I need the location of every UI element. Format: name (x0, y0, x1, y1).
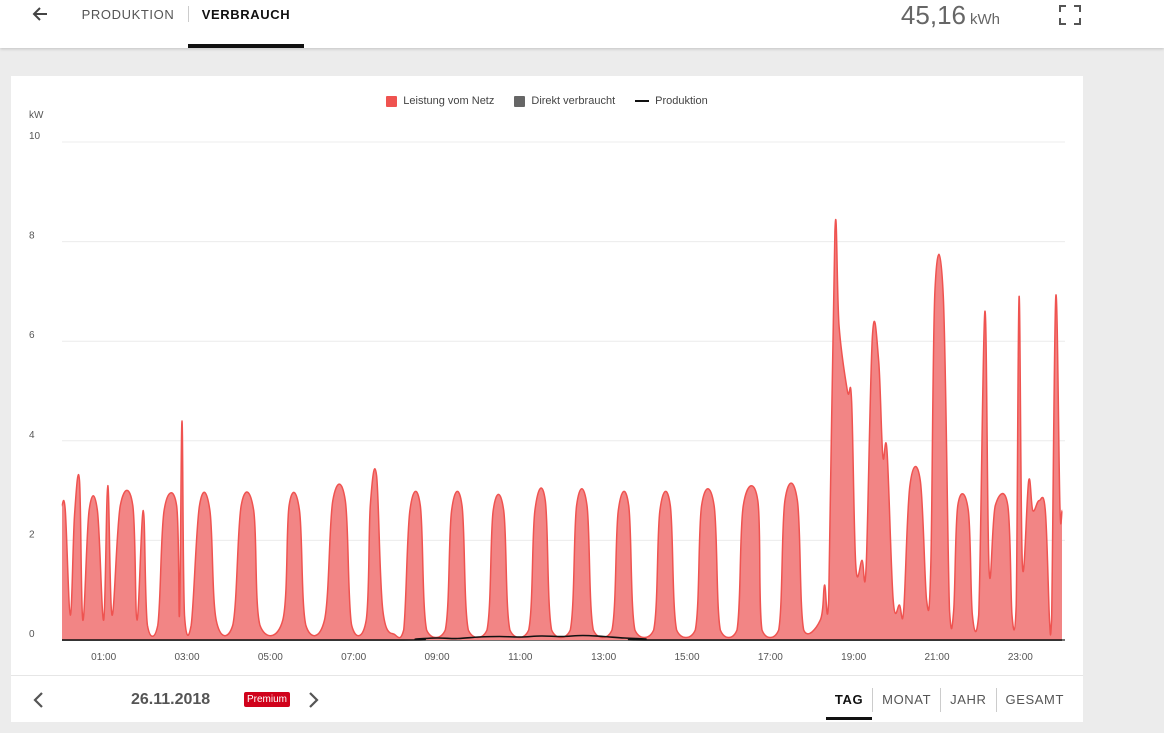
x-tick-label: 19:00 (841, 652, 866, 663)
range-tab-tag[interactable]: TAG (825, 688, 873, 720)
range-tab-monat[interactable]: MONAT (872, 688, 940, 712)
x-axis-ticks: 01:00 03:00 05:00 07:00 09:00 11:00 13:00 15:00… (91, 652, 1033, 663)
y-tick-label: 4 (29, 430, 35, 441)
total-energy: 45,16 kWh (901, 0, 1000, 30)
legend-label: Leistung vom Netz (403, 95, 495, 107)
legend-swatch-produktion (635, 100, 650, 102)
x-tick-label: 13:00 (591, 652, 616, 663)
chart-legend: Leistung vom Netz Direkt verbraucht Prod… (11, 93, 1083, 109)
tab-verbrauch[interactable]: VERBRAUCH (201, 7, 291, 22)
x-tick-label: 05:00 (258, 652, 283, 663)
back-arrow-icon[interactable] (27, 2, 53, 24)
x-tick-label: 15:00 (674, 652, 699, 663)
y-tick-label: 10 (29, 131, 41, 142)
x-tick-label: 11:00 (508, 652, 533, 663)
legend-swatch-direkt-verbraucht (514, 95, 526, 107)
x-tick-label: 01:00 (91, 652, 116, 663)
active-tab-indicator (188, 44, 304, 48)
range-tab-gesamt[interactable]: GESAMT (995, 688, 1074, 712)
x-tick-label: 07:00 (341, 652, 366, 663)
premium-badge: Premium (244, 692, 291, 707)
range-tabs: TAG MONAT JAHR GESAMT (825, 688, 1074, 720)
y-tick-label: 2 (29, 529, 35, 540)
y-tick-label: 8 (29, 231, 35, 242)
footer-divider (11, 675, 1083, 676)
consumption-chart: 0 2 4 6 8 10 kW 01:00 03:00 05:00 07:00 09:00 11:0… (29, 110, 1065, 663)
fullscreen-icon[interactable] (1058, 4, 1082, 26)
legend-item-leistung-vom-netz[interactable]: Leistung vom Netz (386, 93, 494, 109)
chevron-right-icon[interactable] (302, 688, 324, 712)
legend-item-produktion[interactable]: Produktion (635, 93, 708, 109)
total-energy-value: 45,16 (900, 0, 966, 30)
series-line-produktion (61, 634, 1062, 641)
x-tick-label: 09:00 (424, 652, 449, 663)
series-line-leistung-vom-netz (61, 219, 1063, 639)
date-label[interactable]: 26.11.2018 (131, 691, 211, 708)
legend-label: Produktion (655, 95, 708, 107)
total-energy-unit: kWh (970, 11, 1000, 28)
x-tick-label: 23:00 (1008, 652, 1033, 663)
legend-swatch-leistung-vom-netz (386, 95, 398, 107)
chart-card: 0 2 4 6 8 10 kW 01:00 03:00 05:00 07:00 09:00 11:0… (11, 76, 1083, 722)
y-axis-ticks: 0 2 4 6 8 10 (29, 131, 41, 640)
y-axis-label: kW (29, 110, 44, 121)
y-tick-label: 0 (29, 629, 35, 640)
x-tick-label: 03:00 (174, 652, 199, 663)
tab-divider (188, 6, 189, 22)
x-tick-label: 17:00 (758, 652, 783, 663)
x-tick-label: 21:00 (924, 652, 949, 663)
y-tick-label: 6 (29, 330, 35, 341)
legend-label: Direkt verbraucht (531, 95, 616, 107)
tab-produktion[interactable]: PRODUKTION (81, 7, 175, 22)
top-bar: PRODUKTION VERBRAUCH 45,16 kWh (0, 0, 1164, 48)
series-area-leistung-vom-netz (62, 219, 1062, 640)
chevron-left-icon[interactable] (28, 688, 50, 712)
legend-item-direkt-verbraucht[interactable]: Direkt verbraucht (514, 93, 615, 109)
range-tab-jahr[interactable]: JAHR (940, 688, 995, 712)
